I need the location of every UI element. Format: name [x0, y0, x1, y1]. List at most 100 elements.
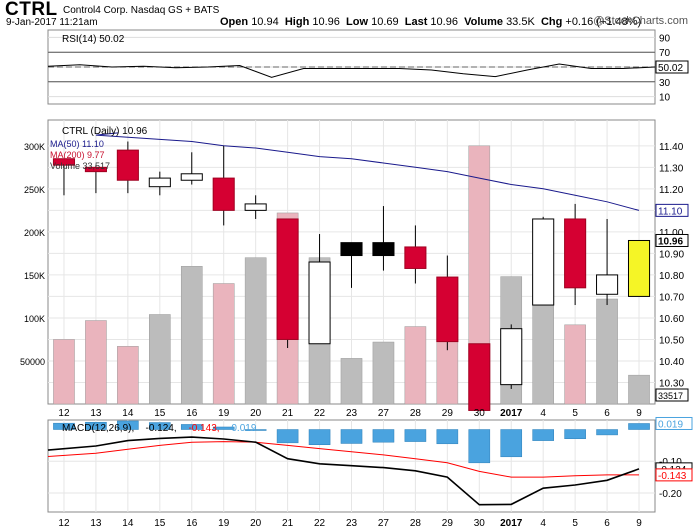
candle-body [627, 239, 651, 297]
candle-body [116, 149, 139, 181]
x-tick-label: 16 [186, 408, 198, 419]
x-tick-label: 30 [474, 518, 486, 529]
x-tick-label: 23 [346, 518, 358, 529]
price-tick-label: 10.50 [659, 335, 684, 346]
volume-tick-label: 50000 [20, 357, 45, 367]
macd-histogram-bar [53, 422, 75, 430]
volume-tick-label: 250K [24, 185, 45, 195]
macd-histogram-bar [404, 429, 427, 442]
macd-histogram-bar [468, 429, 491, 464]
x-tick-label: 6 [604, 408, 610, 419]
legend-entry: Volume 33,517 [50, 161, 110, 171]
x-tick-label: 6 [604, 518, 610, 529]
rsi-series-line [47, 63, 656, 78]
candle-body [180, 173, 203, 181]
macd-histogram-bar [500, 429, 523, 458]
x-tick-label: 28 [410, 408, 422, 419]
macd-histogram-bar [244, 429, 267, 431]
open-label: Open [220, 16, 249, 28]
x-tick-label: 16 [186, 518, 198, 529]
x-tick-label: 2017 [500, 518, 523, 529]
candle-body [500, 328, 523, 386]
price-tick-label: 10.70 [659, 292, 684, 303]
macd-histogram-bar [117, 420, 139, 430]
macd-line [47, 436, 640, 506]
candle-body [52, 158, 76, 166]
x-tick-label: 9 [636, 518, 642, 529]
macd-histogram-bar [212, 426, 235, 430]
x-tick-label: 20 [250, 518, 262, 529]
volume-bar [564, 324, 586, 405]
volume-bar [340, 358, 363, 405]
x-tick-label: 15 [154, 518, 166, 529]
macd-histogram-bar [308, 429, 331, 445]
macd-histogram-bar [596, 429, 618, 436]
macd-legend-entry: -0.143, [188, 423, 219, 434]
macd-legend-entry: 0.019 [231, 423, 256, 434]
macd-histogram-bar [436, 429, 459, 445]
x-tick-label: 19 [218, 518, 230, 529]
legend-entry: MA(200) 9.77 [50, 150, 105, 160]
volume-tick-label: 200K [24, 228, 45, 238]
macd-signal-line [47, 441, 639, 478]
x-tick-label: 23 [346, 408, 358, 419]
volume-value: 33.5K [506, 16, 535, 28]
x-tick-label: 14 [122, 408, 134, 419]
last-label: Last [404, 16, 428, 28]
macd-histogram-bar [85, 421, 107, 430]
x-tick-label: 13 [90, 408, 102, 419]
volume-bar [244, 257, 267, 405]
open-value: 10.94 [251, 16, 279, 28]
candle-body [596, 274, 619, 295]
x-tick-label: 28 [410, 518, 422, 529]
last-price-label: 10.96 [658, 236, 683, 247]
volume-tick-label: 150K [24, 271, 45, 281]
rsi-last-label: 50.02 [658, 63, 683, 74]
rsi-tick-label: 70 [659, 48, 671, 59]
high-value: 10.96 [312, 16, 340, 28]
candle-body [436, 276, 459, 343]
candle-body [404, 246, 427, 269]
ma50-last-box [655, 203, 689, 217]
x-tick-label: 22 [314, 518, 326, 529]
rsi-tick-label: 10 [659, 93, 671, 104]
low-value: 10.69 [371, 16, 399, 28]
quote-datetime: 9-Jan-2017 11:21am [6, 17, 98, 28]
chg-label: Chg [540, 16, 563, 28]
rsi-tick-label: 90 [659, 33, 671, 44]
macd-histogram-bar [564, 429, 586, 439]
candle-body [276, 218, 299, 340]
volume-bar [596, 298, 618, 405]
x-tick-label: 5 [572, 518, 578, 529]
price-tick-label: 10.60 [659, 314, 684, 325]
rsi-last-box [655, 60, 689, 74]
candle-body [468, 343, 491, 411]
ticker-symbol: CTRL [5, 0, 58, 20]
volume-tick-label: 300K [24, 142, 45, 152]
x-tick-label: 5 [572, 408, 578, 419]
x-tick-label: 21 [282, 408, 294, 419]
x-tick-label: 27 [378, 518, 390, 529]
macd-last-label: 0.019 [658, 419, 683, 430]
macd-last-box [655, 416, 693, 430]
price-tick-label: 11.40 [659, 142, 684, 153]
price-title: CTRL (Daily) 10.96 [62, 126, 148, 137]
macd-histogram-bar [628, 423, 650, 430]
rsi-title: RSI(14) 50.02 [62, 34, 125, 45]
x-tick-label: 19 [218, 408, 230, 419]
quote-summary: Open 10.94 High 10.96 Low 10.69 Last 10.… [220, 16, 641, 28]
price-tick-label: 11.00 [659, 228, 684, 239]
last-price-box [655, 233, 689, 247]
volume-label: Volume [464, 16, 503, 28]
macd-histogram-bar [372, 429, 395, 443]
macd-histogram-bar [532, 429, 554, 441]
candle-body [532, 218, 555, 306]
macd-last-label: -0.143 [658, 471, 687, 482]
x-tick-label: 4 [540, 408, 546, 419]
x-tick-label: 14 [122, 518, 134, 529]
candle-body [244, 203, 267, 211]
x-tick-label: 12 [58, 408, 70, 419]
ma50-line [95, 132, 640, 211]
x-tick-label: 29 [442, 408, 454, 419]
